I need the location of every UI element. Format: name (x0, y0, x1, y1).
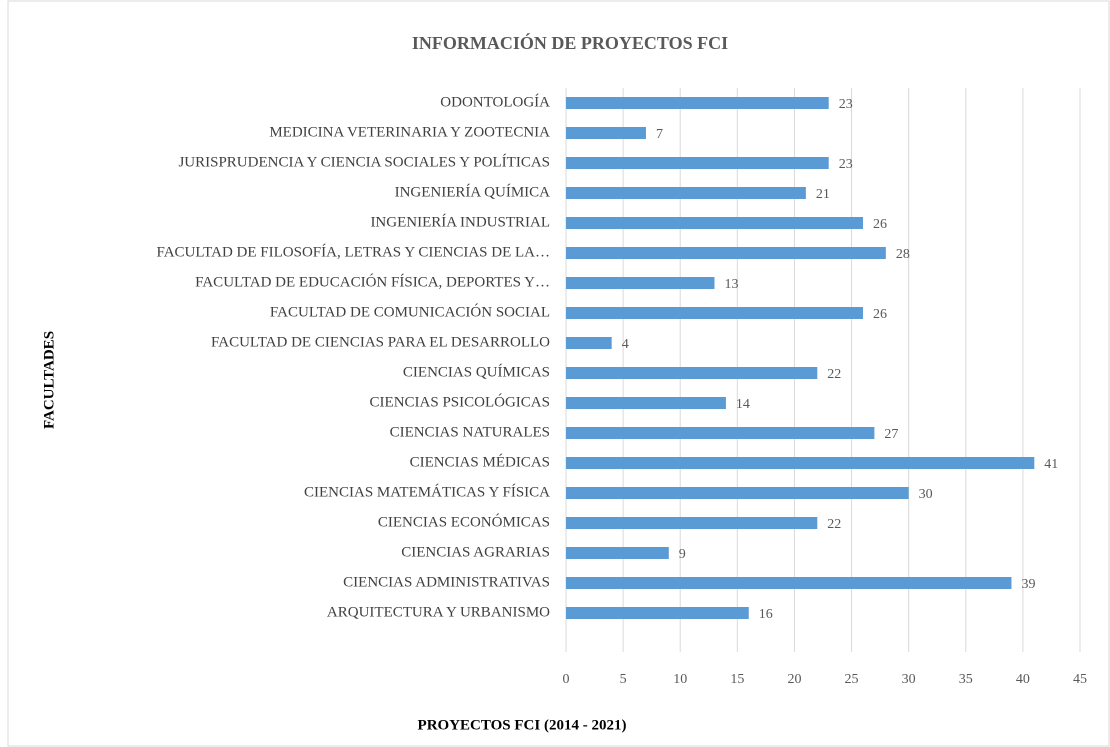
bar (566, 397, 726, 409)
x-tick-label: 40 (1016, 672, 1030, 687)
value-label: 23 (839, 97, 853, 112)
value-label: 27 (884, 427, 898, 442)
x-tick-label: 0 (563, 672, 570, 687)
bar (566, 517, 818, 529)
x-axis-title: PROYECTOS FCI (2014 - 2021) (418, 717, 627, 733)
value-label: 26 (873, 307, 887, 322)
y-tick-label: JURISPRUDENCIA Y CIENCIA SOCIALES Y POLÍ… (178, 153, 550, 170)
y-tick-label: INGENIERÍA INDUSTRIAL (370, 213, 550, 230)
y-tick-label: FACULTAD DE CIENCIAS PARA EL DESARROLLO (211, 334, 550, 350)
bar (566, 247, 886, 259)
bar (566, 277, 715, 289)
x-tick-label: 15 (730, 672, 744, 687)
value-label: 13 (724, 277, 738, 292)
value-label: 39 (1021, 577, 1035, 592)
chart-frame (7, 0, 1110, 747)
bar (566, 127, 646, 139)
value-label: 30 (919, 487, 933, 502)
y-tick-label: ARQUITECTURA Y URBANISMO (327, 604, 550, 620)
y-tick-label: FACULTAD DE COMUNICACIÓN SOCIAL (270, 303, 550, 320)
value-label: 9 (679, 547, 686, 562)
bar (566, 187, 806, 199)
bar (566, 157, 829, 169)
y-tick-label: CIENCIAS NATURALES (390, 424, 550, 440)
x-tick-label: 10 (673, 672, 687, 687)
value-label: 14 (736, 397, 750, 412)
value-label: 21 (816, 187, 830, 202)
bar (566, 427, 875, 439)
bar (566, 487, 909, 499)
y-tick-label: CIENCIAS PSICOLÓGICAS (370, 393, 550, 410)
value-label: 22 (827, 517, 841, 532)
y-tick-label: FACULTAD DE FILOSOFÍA, LETRAS Y CIENCIAS… (156, 243, 550, 260)
y-tick-label: MEDICINA VETERINARIA Y ZOOTECNIA (269, 124, 550, 140)
value-label: 26 (873, 217, 887, 232)
x-tick-label: 35 (959, 672, 973, 687)
bar (566, 367, 818, 379)
x-tick-label: 20 (787, 672, 801, 687)
y-tick-label: INGENIERÍA QUÍMICA (395, 183, 551, 200)
bar (566, 577, 1012, 589)
bar (566, 547, 669, 559)
bar (566, 307, 863, 319)
value-label: 4 (622, 337, 629, 352)
value-label: 28 (896, 247, 910, 262)
value-label: 16 (759, 607, 773, 622)
value-label: 41 (1044, 457, 1058, 472)
y-tick-label: CIENCIAS ECONÓMICAS (378, 513, 550, 530)
value-label: 23 (839, 157, 853, 172)
value-label: 7 (656, 127, 663, 142)
bar (566, 337, 612, 349)
y-tick-label: CIENCIAS ADMINISTRATIVAS (343, 574, 550, 590)
y-axis-title: FACULTADES (41, 331, 57, 429)
x-tick-label: 25 (845, 672, 859, 687)
chart-title: INFORMACIÓN DE PROYECTOS FCI (412, 32, 728, 53)
bar (566, 607, 749, 619)
x-tick-label: 5 (620, 672, 627, 687)
y-tick-label: CIENCIAS MÉDICAS (410, 453, 550, 470)
value-label: 22 (827, 367, 841, 382)
y-tick-label: FACULTAD DE EDUCACIÓN FÍSICA, DEPORTES Y… (195, 273, 550, 290)
x-tick-label: 45 (1073, 672, 1087, 687)
y-tick-label: CIENCIAS QUÍMICAS (403, 363, 550, 380)
bar (566, 217, 863, 229)
y-tick-label: CIENCIAS MATEMÁTICAS Y FÍSICA (304, 483, 550, 500)
bar (566, 457, 1035, 469)
x-tick-label: 30 (902, 672, 916, 687)
bar (566, 97, 829, 109)
y-tick-label: ODONTOLOGÍA (440, 93, 550, 110)
y-tick-label: CIENCIAS AGRARIAS (401, 544, 550, 560)
